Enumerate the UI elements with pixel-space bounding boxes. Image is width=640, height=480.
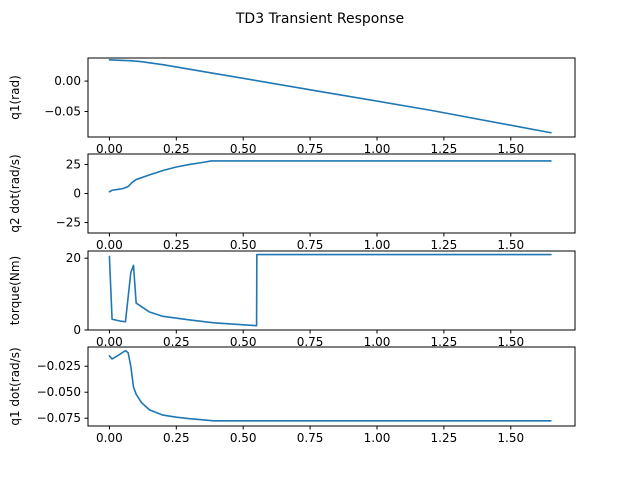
y-axis-label: q1(rad) [8,75,22,120]
x-tick-label: 0.75 [297,142,324,156]
axes-frame-4 [87,346,576,427]
y-tick-label: 0.00 [54,74,81,88]
series-line-3-1 [108,253,552,327]
series-line-4-1 [108,349,552,422]
x-tick-label: 0.00 [96,335,123,349]
y-tick-label: 0 [73,187,81,201]
x-tick-label: 1.00 [364,238,391,252]
y-axis-label: q1 dot(rad/s) [8,347,22,425]
x-tick-label: 1.00 [364,335,391,349]
x-tick-label: 0.50 [230,431,257,445]
x-tick-label: 1.50 [497,431,524,445]
subplot-4: 0.00 0.25 0.50 0.75 1.00 1.25 1.50 −0.025 −0.050… [8,346,576,445]
x-tick-label: 0.75 [297,335,324,349]
y-axis-label: q2 dot(rad/s) [8,154,22,232]
series-line-2-1 [108,160,552,193]
x-tick-label: 0.75 [297,238,324,252]
y-tick-label: −0.050 [37,385,81,399]
axes-frame-3 [87,250,576,331]
x-tick-label: 0.25 [163,431,190,445]
figure-title: TD3 Transient Response [235,11,404,27]
x-tick-label: 1.00 [364,431,391,445]
x-tick-label: 0.25 [163,335,190,349]
x-tick-label: 0.00 [96,238,123,252]
x-tick-label: 0.50 [230,335,257,349]
subplots: 0.00 0.25 0.50 0.75 1.00 1.25 1.50 0.00 −0.05 q1(… [8,57,576,445]
y-tick-label: −0.075 [37,411,81,425]
subplot-1: 0.00 0.25 0.50 0.75 1.00 1.25 1.50 0.00 −0.05 q1(… [8,57,576,156]
x-tick-label: 1.00 [364,142,391,156]
x-tick-label: 0.25 [163,142,190,156]
x-tick-label: 0.50 [230,142,257,156]
subplot-2: 0.00 0.25 0.50 0.75 1.00 1.25 1.50 25 0 −25 q2 dot… [8,153,576,252]
y-tick-label: −25 [56,216,81,230]
x-tick-label: 0.50 [230,238,257,252]
x-tick-label: 1.25 [431,238,458,252]
axes-frame-1 [87,57,576,138]
x-tick-label: 0.25 [163,238,190,252]
x-tick-label: 1.25 [431,431,458,445]
x-tick-label: 1.50 [497,238,524,252]
y-tick-label: 0 [73,323,81,337]
y-tick-label: 25 [66,157,81,171]
x-tick-label: 0.00 [96,431,123,445]
x-tick-label: 1.25 [431,142,458,156]
x-tick-label: 1.50 [497,335,524,349]
x-tick-label: 0.00 [96,142,123,156]
y-tick-label: −0.05 [44,104,81,118]
y-axis-label: torque(Nm) [8,256,22,325]
subplot-3: 0.00 0.25 0.50 0.75 1.00 1.25 1.50 20 0 torque(Nm… [8,250,576,349]
series-line-1-1 [108,59,552,134]
x-tick-label: 0.75 [297,431,324,445]
x-tick-label: 1.25 [431,335,458,349]
x-tick-label: 1.50 [497,142,524,156]
y-tick-label: 20 [66,251,81,265]
y-tick-label: −0.025 [37,359,81,373]
